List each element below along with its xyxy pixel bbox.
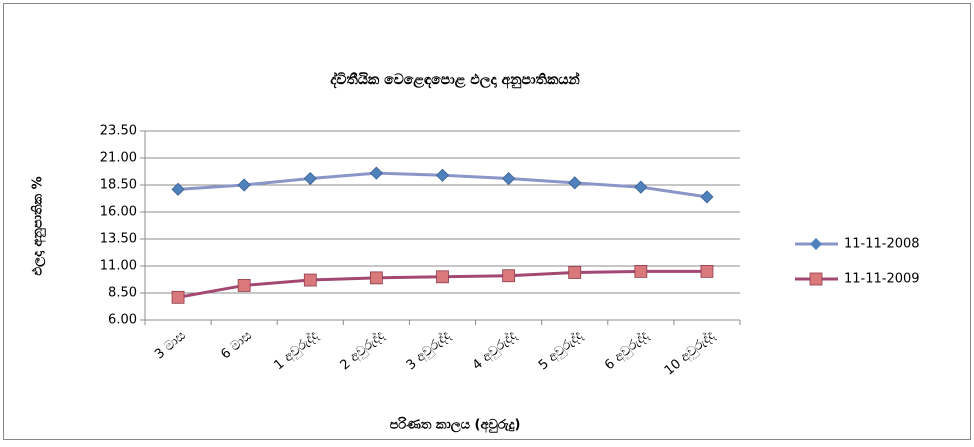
point bbox=[634, 264, 648, 278]
y-tick-label: 18.50 bbox=[100, 178, 137, 193]
y-tick-label: 16.00 bbox=[100, 205, 137, 220]
point bbox=[568, 266, 582, 279]
legend-marker bbox=[810, 238, 822, 250]
y-tick-label: 21.00 bbox=[100, 151, 137, 166]
point bbox=[237, 279, 251, 292]
point bbox=[369, 271, 383, 285]
x-axis-title: පරිණත කාලය (අවුරුදු) bbox=[390, 416, 521, 434]
legend-label: 11-11-2008 bbox=[844, 237, 920, 252]
point bbox=[502, 171, 516, 186]
point bbox=[436, 270, 449, 284]
point bbox=[435, 168, 450, 182]
chart-title: ද්විතීයික වෙළෙඳපොළ ඵලදා අනුපාතිකයන් bbox=[330, 71, 580, 90]
y-tick-label: 8.50 bbox=[108, 286, 137, 301]
point bbox=[303, 273, 317, 287]
point bbox=[634, 180, 648, 194]
y-tick-label: 13.50 bbox=[100, 232, 137, 247]
y-axis-title: ඵලදා අනුපාතික % bbox=[30, 176, 47, 275]
point bbox=[700, 264, 714, 278]
point bbox=[171, 290, 185, 304]
chart-border bbox=[3, 3, 971, 440]
point bbox=[568, 176, 582, 190]
point bbox=[502, 269, 516, 283]
legend-label: 11-11-2009 bbox=[844, 272, 920, 287]
point bbox=[303, 171, 317, 186]
point bbox=[237, 178, 251, 192]
point bbox=[369, 166, 383, 180]
point bbox=[700, 190, 714, 204]
y-tick-label: 11.00 bbox=[100, 259, 137, 274]
legend-marker bbox=[809, 272, 823, 286]
point bbox=[171, 182, 185, 196]
y-tick-label: 23.50 bbox=[100, 124, 137, 139]
y-tick-label: 6.00 bbox=[108, 313, 137, 328]
